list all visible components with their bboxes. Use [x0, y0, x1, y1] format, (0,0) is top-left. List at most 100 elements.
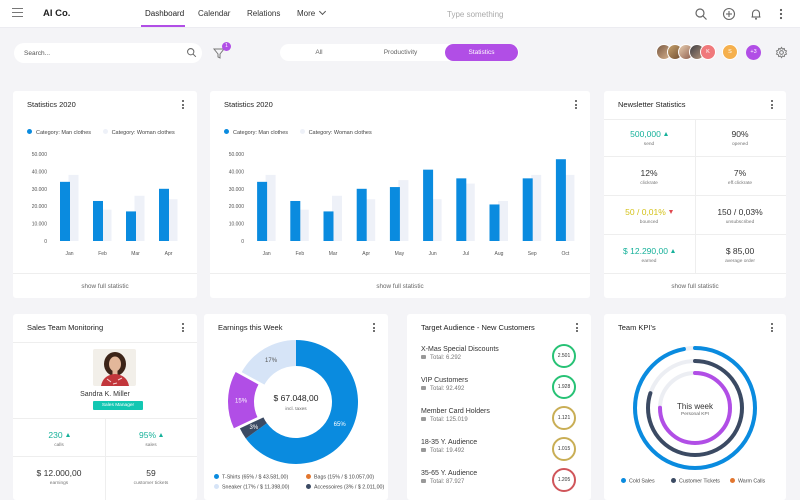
- card-menu-icon[interactable]: [771, 323, 774, 333]
- audience-name: Member Card Holders: [421, 408, 490, 415]
- audience-item[interactable]: 35-65 Y. Audience Total: 87.927: [421, 470, 591, 485]
- audience-item[interactable]: X-Mas Special Discounts Total: 6.292: [421, 346, 591, 361]
- gear-icon[interactable]: [775, 46, 788, 59]
- card-title: Statistics 2020: [224, 100, 273, 109]
- avatar[interactable]: S: [722, 44, 738, 60]
- donut-slice-t-shirts[interactable]: [245, 340, 358, 464]
- nav-dashboard[interactable]: Dashboard: [145, 9, 185, 18]
- bar-man-clothes[interactable]: [257, 181, 268, 241]
- bar-man-clothes[interactable]: [489, 204, 500, 241]
- bar-man-clothes[interactable]: [159, 188, 169, 241]
- bar-woman-clothes[interactable]: [298, 209, 309, 241]
- card-title: Earnings this Week: [218, 323, 283, 332]
- bell-icon[interactable]: [749, 7, 763, 21]
- stat-label: sales: [145, 443, 157, 448]
- bar-man-clothes[interactable]: [423, 169, 434, 241]
- bar-man-clothes[interactable]: [389, 187, 400, 241]
- group-icon: [421, 479, 426, 483]
- bar-woman-clothes[interactable]: [564, 174, 575, 241]
- legend-item: T-Shirts (65% / $ 43.581,00): [214, 474, 288, 481]
- bar-woman-clothes[interactable]: [332, 195, 342, 241]
- card-title: Newsletter Statistics: [618, 100, 686, 109]
- show-full-statistic-link[interactable]: show full statistic: [376, 283, 424, 290]
- bar-man-clothes[interactable]: [356, 188, 367, 241]
- show-full-statistic-link[interactable]: show full statistic: [81, 283, 129, 290]
- stat-value: 12%: [640, 168, 658, 178]
- bar-man-clothes[interactable]: [290, 200, 301, 241]
- show-full-statistic-link[interactable]: show full statistic: [671, 283, 719, 290]
- card-menu-icon[interactable]: [182, 100, 185, 110]
- bar-man-clothes[interactable]: [323, 211, 334, 241]
- bar-man-clothes[interactable]: [93, 200, 103, 241]
- x-tick-label: Apr: [362, 251, 370, 257]
- bar-woman-clothes[interactable]: [431, 199, 442, 241]
- add-icon[interactable]: [722, 7, 736, 21]
- bar-woman-clothes[interactable]: [464, 183, 475, 241]
- kpi-ring-progress[interactable]: [633, 346, 757, 470]
- bar-woman-clothes[interactable]: [531, 174, 542, 241]
- bar-woman-clothes[interactable]: [167, 199, 178, 241]
- x-tick-label: Feb: [98, 251, 107, 257]
- stat-value: $ 85,00: [725, 246, 755, 256]
- card-menu-icon[interactable]: [575, 100, 578, 110]
- bar-man-clothes[interactable]: [60, 181, 70, 241]
- card-menu-icon[interactable]: [373, 323, 376, 333]
- donut-slice-sneaker[interactable]: [241, 340, 296, 385]
- bar-man-clothes[interactable]: [522, 178, 533, 241]
- divider: [13, 342, 197, 343]
- bar-man-clothes[interactable]: [126, 211, 136, 241]
- legend-dot: [102, 129, 108, 134]
- audience-item[interactable]: VIP Customers Total: 92.492: [421, 377, 591, 392]
- newsletter-stat: 500,000 send: [604, 129, 694, 147]
- audience-item[interactable]: Member Card Holders Total: 125.019: [421, 408, 591, 423]
- kpi-center-sub: Personal KPI: [681, 412, 709, 417]
- nav-calendar[interactable]: Calendar: [198, 9, 231, 18]
- card-menu-icon[interactable]: [771, 100, 774, 110]
- global-search-input[interactable]: [447, 6, 647, 22]
- hamburger-menu-icon[interactable]: [12, 8, 23, 18]
- y-tick-label: 0: [44, 239, 47, 245]
- x-tick-label: Oct: [562, 251, 570, 257]
- y-tick-label: 20.000: [229, 204, 245, 210]
- bar-woman-clothes[interactable]: [68, 174, 79, 241]
- bar-woman-clothes[interactable]: [101, 209, 112, 241]
- nav-more[interactable]: More: [297, 7, 327, 18]
- bar-man-clothes[interactable]: [456, 178, 467, 241]
- bar-woman-clothes[interactable]: [265, 174, 276, 241]
- search-icon[interactable]: [694, 7, 708, 21]
- legend-label: Category: Man clothes: [233, 129, 289, 136]
- audience-name: VIP Customers: [421, 377, 468, 384]
- avatar[interactable]: K: [700, 44, 716, 60]
- card-menu-icon[interactable]: [182, 323, 185, 333]
- audience-count-ring: 1.928: [552, 375, 576, 399]
- stat-label: earned: [641, 259, 657, 264]
- segment-all[interactable]: All: [315, 49, 323, 56]
- donut-slice-accessoires[interactable]: [239, 417, 267, 439]
- divider: [695, 119, 696, 273]
- stat-label: bounced: [639, 220, 659, 225]
- kpi-ring-progress[interactable]: [646, 359, 744, 457]
- legend-dot: [306, 484, 311, 489]
- card-menu-icon[interactable]: [576, 323, 579, 333]
- stat-label: earnings: [49, 481, 69, 486]
- newsletter-stat: $ 12.290,00 earned: [604, 246, 694, 264]
- y-tick-label: 30.000: [229, 187, 245, 193]
- segment-productivity[interactable]: Productivity: [383, 49, 418, 56]
- segment-statistics[interactable]: Statistics: [445, 44, 518, 61]
- more-members-badge[interactable]: +3: [746, 45, 761, 60]
- bar-woman-clothes[interactable]: [398, 180, 409, 241]
- filter-count-badge: 1: [222, 42, 231, 51]
- bar-woman-clothes[interactable]: [134, 195, 145, 241]
- kpi-ring-progress[interactable]: [658, 371, 732, 445]
- nav-relations[interactable]: Relations: [247, 9, 281, 18]
- y-tick-label: 10.000: [229, 222, 245, 228]
- active-nav-indicator: [141, 25, 185, 27]
- audience-item[interactable]: 18-35 Y. Audience Total: 19.492: [421, 439, 591, 454]
- search-icon[interactable]: [186, 47, 197, 58]
- bar-woman-clothes[interactable]: [365, 199, 376, 241]
- more-vertical-icon[interactable]: [774, 7, 788, 21]
- bar-man-clothes[interactable]: [555, 159, 566, 241]
- dashboard-search-input[interactable]: [24, 47, 174, 59]
- donut-slice-bags[interactable]: [228, 371, 259, 429]
- bar-woman-clothes[interactable]: [498, 200, 508, 241]
